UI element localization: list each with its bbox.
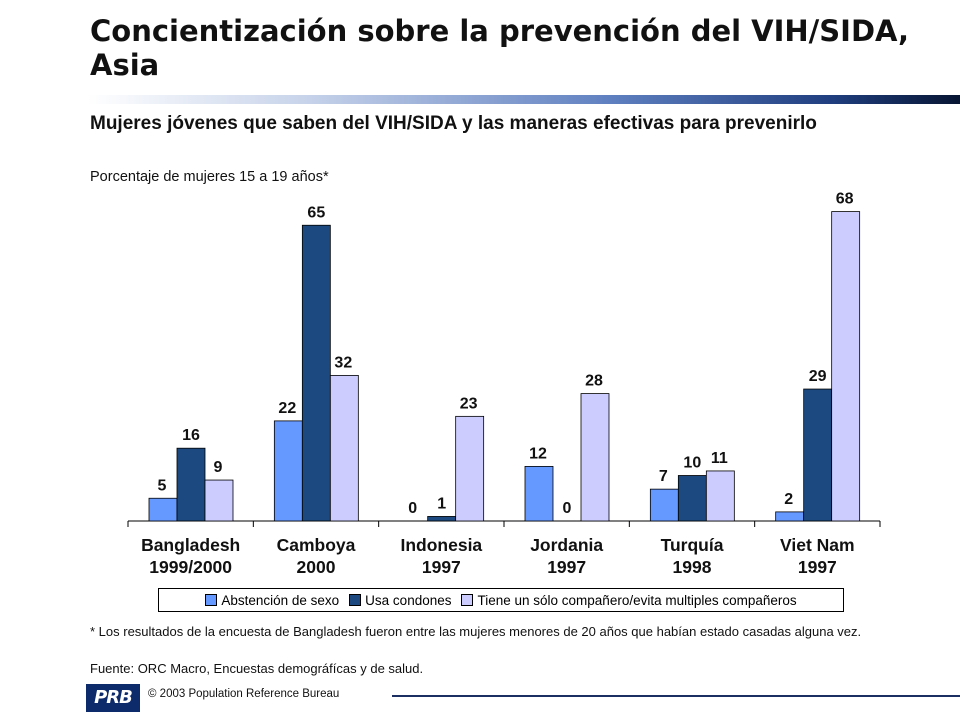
bar [301,224,331,522]
category-label: Viet Nam [780,535,855,555]
data-label: 7 [659,468,668,485]
bar [273,420,303,522]
data-label: 23 [460,395,478,412]
bar [677,475,707,522]
page-title: Concientización sobre la prevención del … [90,14,910,82]
category-label: 1997 [547,557,586,577]
bar [329,374,359,522]
legend-item: Tiene un sólo compañero/evita multiples … [461,592,797,608]
bar [148,497,178,522]
data-label: 11 [711,450,728,467]
data-label: 22 [278,400,296,417]
category-label: 1999/2000 [149,557,232,577]
bar [831,211,861,522]
data-label: 1 [437,495,446,512]
bar [455,415,485,522]
bar [803,388,833,522]
bar [427,516,457,522]
legend-label: Usa condones [365,592,452,608]
legend-item: Usa condones [349,593,451,608]
data-label: 29 [809,368,827,385]
category-label: Camboya [277,535,356,555]
bar [649,488,679,522]
data-label: 68 [836,191,854,208]
y-axis-unit-note: Porcentaje de mujeres 15 a 19 años* [90,169,329,185]
copyright-text: © 2003 Population Reference Bureau [148,688,340,700]
chart-subtitle: Mujeres jóvenes que saben del VIH/SIDA y… [90,113,817,134]
data-label: 10 [683,455,701,472]
legend-swatch [461,594,474,606]
data-label: 0 [408,500,417,517]
bar [775,511,805,522]
category-label: Indonesia [400,535,482,555]
data-label: 2 [784,491,793,508]
data-label: 12 [529,445,547,462]
data-label: 9 [214,459,223,476]
bar [705,470,735,522]
category-label: 1998 [673,557,712,577]
data-label: 28 [585,373,603,390]
data-label: 16 [182,427,200,444]
source-note: Fuente: ORC Macro, Encuestas demográfíca… [90,661,424,676]
category-label: 1997 [798,557,837,577]
title-divider [88,95,960,104]
footnote: * Los resultados de la encuesta de Bangl… [90,624,862,639]
chart-legend: Abstención de sexo Usa condones Tiene un s… [158,588,844,612]
data-label: 65 [307,204,325,221]
category-label: 1997 [422,557,461,577]
category-label: Turquía [661,535,724,555]
legend-label: Tiene un sólo compañero/evita multiples … [477,592,797,608]
category-label: 2000 [297,557,336,577]
legend-label: Abstención de sexo [221,592,340,608]
category-label: Bangladesh [141,535,240,555]
data-label: 32 [334,354,352,371]
category-label: Jordania [530,535,603,555]
legend-swatch [349,594,362,606]
bar [176,447,206,522]
legend-swatch [205,594,218,606]
legend-item: Abstención de sexo [205,593,339,608]
prb-logo: PRB [86,684,140,712]
bar [204,479,234,522]
footer-divider [392,695,960,697]
bar [524,465,554,522]
data-label: 0 [563,500,572,517]
bar [580,393,610,522]
data-label: 5 [158,477,167,494]
